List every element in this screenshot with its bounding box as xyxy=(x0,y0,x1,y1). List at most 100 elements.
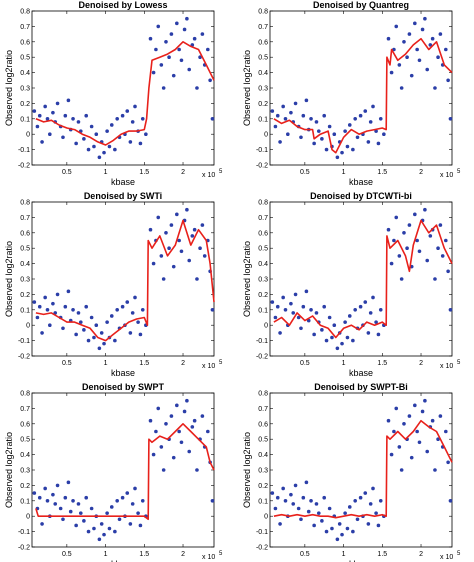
data-point xyxy=(438,414,443,418)
y-axis-label: Observed log2ratio xyxy=(242,50,252,126)
y-tick-label: 0.5 xyxy=(258,246,268,253)
data-point xyxy=(428,43,433,47)
x-tick-label: 0.5 xyxy=(300,551,310,558)
data-point xyxy=(167,246,171,250)
data-point xyxy=(327,506,332,511)
x-tick-label: 1.5 xyxy=(377,360,387,367)
data-point xyxy=(102,150,106,155)
data-point xyxy=(347,123,352,127)
data-point xyxy=(171,264,176,269)
data-point xyxy=(169,414,174,418)
data-point xyxy=(107,526,112,531)
data-point xyxy=(409,73,414,78)
y-tick-label: 0.6 xyxy=(20,230,30,237)
data-point xyxy=(430,36,435,41)
data-point xyxy=(407,223,412,227)
data-point xyxy=(140,308,145,312)
data-point xyxy=(358,304,363,309)
data-point xyxy=(187,67,192,72)
data-point xyxy=(415,238,419,243)
data-point xyxy=(358,113,363,118)
data-point xyxy=(299,517,303,522)
y-tick-label: 0 xyxy=(264,323,268,330)
data-point xyxy=(159,254,164,258)
data-point xyxy=(76,502,81,506)
x-multiplier-exponent: 5 xyxy=(457,169,461,175)
data-point xyxy=(371,486,375,491)
data-point xyxy=(273,315,278,320)
x-tick-label: 1 xyxy=(104,169,108,176)
data-point xyxy=(133,295,137,300)
data-point xyxy=(425,258,430,263)
data-point xyxy=(378,308,383,312)
data-point xyxy=(316,129,321,133)
data-point xyxy=(327,124,332,129)
data-point xyxy=(415,429,419,434)
data-point xyxy=(278,331,282,335)
data-point xyxy=(402,40,406,44)
data-point xyxy=(417,58,422,63)
x-axis-label: kbase xyxy=(111,559,135,562)
data-point xyxy=(299,326,303,331)
data-point xyxy=(164,40,168,44)
chart-panel-2: Denoised by Quantreg -0.2 -0.1 0 0.1 0.2 0.3 0.… xyxy=(242,0,461,187)
data-point xyxy=(316,511,321,515)
denoised-line xyxy=(35,41,215,146)
y-tick-label: 0.4 xyxy=(20,261,30,268)
data-point xyxy=(433,277,437,281)
x-tick-label: 2 xyxy=(181,360,185,367)
data-point xyxy=(164,231,168,235)
data-point xyxy=(371,104,375,109)
data-point xyxy=(151,452,156,457)
data-point xyxy=(366,140,371,144)
chart-title: Denoised by SWTi xyxy=(84,191,162,201)
y-tick-label: 0.7 xyxy=(20,215,30,222)
data-point xyxy=(107,144,112,149)
chart-title: Denoised by SWPT xyxy=(82,382,165,392)
data-point xyxy=(371,295,375,300)
data-point xyxy=(125,300,130,304)
x-multiplier: x 10 xyxy=(202,554,215,561)
x-axis-label: kbase xyxy=(349,177,373,187)
data-point xyxy=(289,110,293,115)
data-point xyxy=(138,332,143,337)
data-point xyxy=(330,526,334,531)
y-tick-label: 0.3 xyxy=(20,468,30,475)
y-tick-label: 0.8 xyxy=(258,200,268,207)
data-point xyxy=(192,227,197,232)
data-point xyxy=(171,455,176,460)
x-axis-label: kbase xyxy=(349,368,373,378)
data-point xyxy=(138,523,143,528)
x-multiplier-exponent: 5 xyxy=(219,360,223,366)
data-point xyxy=(283,499,288,503)
denoised-line xyxy=(35,219,215,342)
data-point xyxy=(182,27,187,32)
data-point xyxy=(444,429,448,434)
data-point xyxy=(345,144,350,149)
y-tick-label: 0.2 xyxy=(20,101,30,108)
data-point xyxy=(368,502,373,506)
data-point xyxy=(322,113,327,118)
data-point xyxy=(71,499,75,503)
data-point xyxy=(92,144,96,149)
data-point xyxy=(423,398,427,403)
y-tick-label: 0.5 xyxy=(20,55,30,62)
y-tick-label: 0.7 xyxy=(20,406,30,413)
data-point xyxy=(340,150,344,155)
data-point xyxy=(324,529,329,534)
y-axis-label: Observed log2ratio xyxy=(242,432,252,508)
y-tick-label: 0.3 xyxy=(258,277,268,284)
data-point xyxy=(392,429,396,434)
data-point xyxy=(314,120,319,124)
data-point xyxy=(120,304,125,309)
data-point xyxy=(210,308,215,312)
data-point xyxy=(84,113,89,118)
x-tick-label: 0.5 xyxy=(62,169,72,176)
data-point xyxy=(61,326,65,331)
data-point xyxy=(407,32,412,36)
data-point xyxy=(43,295,47,300)
data-point xyxy=(40,140,44,144)
data-point xyxy=(301,304,306,309)
data-point xyxy=(37,495,42,500)
data-point xyxy=(151,70,156,75)
